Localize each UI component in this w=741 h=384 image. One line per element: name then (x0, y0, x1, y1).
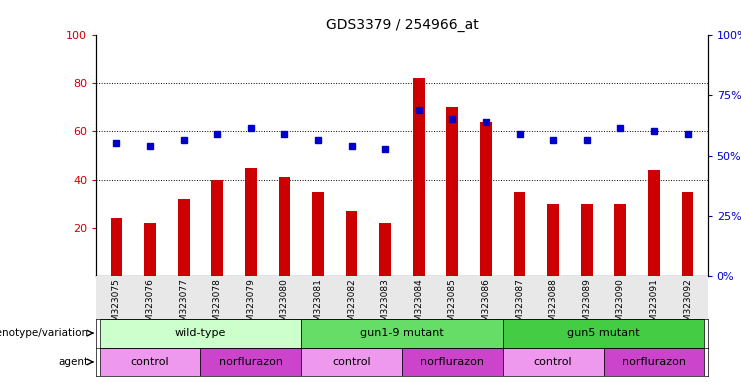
Text: GSM323081: GSM323081 (313, 279, 322, 333)
Bar (279, 177, 290, 276)
Text: GSM323088: GSM323088 (548, 279, 558, 333)
Text: agent: agent (59, 357, 89, 367)
Bar (110, 218, 122, 276)
Text: GSM323091: GSM323091 (649, 279, 659, 333)
Bar (548, 204, 559, 276)
Text: GSM323085: GSM323085 (448, 279, 457, 333)
Text: GSM323079: GSM323079 (246, 279, 256, 333)
Text: gun1-9 mutant: gun1-9 mutant (360, 328, 444, 338)
Text: control: control (332, 357, 371, 367)
Bar (603, 348, 704, 376)
Bar (502, 348, 603, 376)
Bar (581, 204, 593, 276)
Bar (201, 348, 302, 376)
Text: norflurazon: norflurazon (219, 357, 283, 367)
Bar (413, 78, 425, 276)
Bar (312, 192, 324, 276)
Text: GSM323092: GSM323092 (683, 279, 692, 333)
Text: GSM323090: GSM323090 (616, 279, 625, 333)
Text: GSM323075: GSM323075 (112, 279, 121, 333)
Bar (302, 319, 502, 348)
Bar (346, 211, 357, 276)
Bar (447, 107, 458, 276)
Bar (682, 192, 694, 276)
Bar (211, 180, 223, 276)
Bar (614, 204, 626, 276)
Bar (302, 348, 402, 376)
Text: wild-type: wild-type (175, 328, 226, 338)
Bar (178, 199, 190, 276)
Title: GDS3379 / 254966_at: GDS3379 / 254966_at (325, 18, 479, 32)
Text: GSM323089: GSM323089 (582, 279, 591, 333)
Bar (502, 319, 704, 348)
Text: control: control (534, 357, 573, 367)
Text: GSM323078: GSM323078 (213, 279, 222, 333)
Bar (480, 122, 492, 276)
Text: GSM323087: GSM323087 (515, 279, 524, 333)
Text: genotype/variation: genotype/variation (0, 328, 89, 338)
Bar (100, 319, 302, 348)
Text: norflurazon: norflurazon (420, 357, 485, 367)
Bar (402, 348, 502, 376)
Text: GSM323076: GSM323076 (145, 279, 155, 333)
Text: gun5 mutant: gun5 mutant (567, 328, 639, 338)
Bar (245, 168, 256, 276)
Text: norflurazon: norflurazon (622, 357, 686, 367)
Bar (100, 348, 201, 376)
Text: GSM323082: GSM323082 (347, 279, 356, 333)
Text: GSM323077: GSM323077 (179, 279, 188, 333)
Text: GSM323083: GSM323083 (381, 279, 390, 333)
Bar (648, 170, 659, 276)
Bar (144, 223, 156, 276)
Bar (514, 192, 525, 276)
Text: control: control (130, 357, 170, 367)
Bar (379, 223, 391, 276)
Text: GSM323080: GSM323080 (280, 279, 289, 333)
Text: GSM323084: GSM323084 (414, 279, 423, 333)
Text: GSM323086: GSM323086 (482, 279, 491, 333)
